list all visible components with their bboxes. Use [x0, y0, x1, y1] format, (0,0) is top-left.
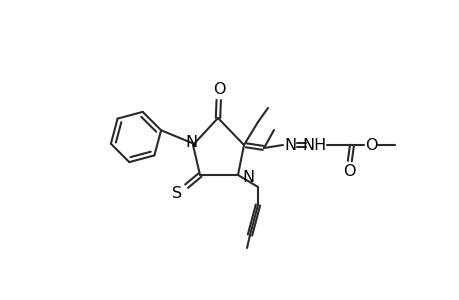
Text: N: N [241, 169, 253, 184]
Text: N: N [283, 137, 296, 152]
Text: S: S [172, 187, 182, 202]
Text: O: O [342, 164, 354, 179]
Text: NH: NH [302, 137, 326, 152]
Text: O: O [212, 82, 225, 97]
Text: N: N [185, 134, 196, 149]
Text: O: O [364, 137, 376, 152]
